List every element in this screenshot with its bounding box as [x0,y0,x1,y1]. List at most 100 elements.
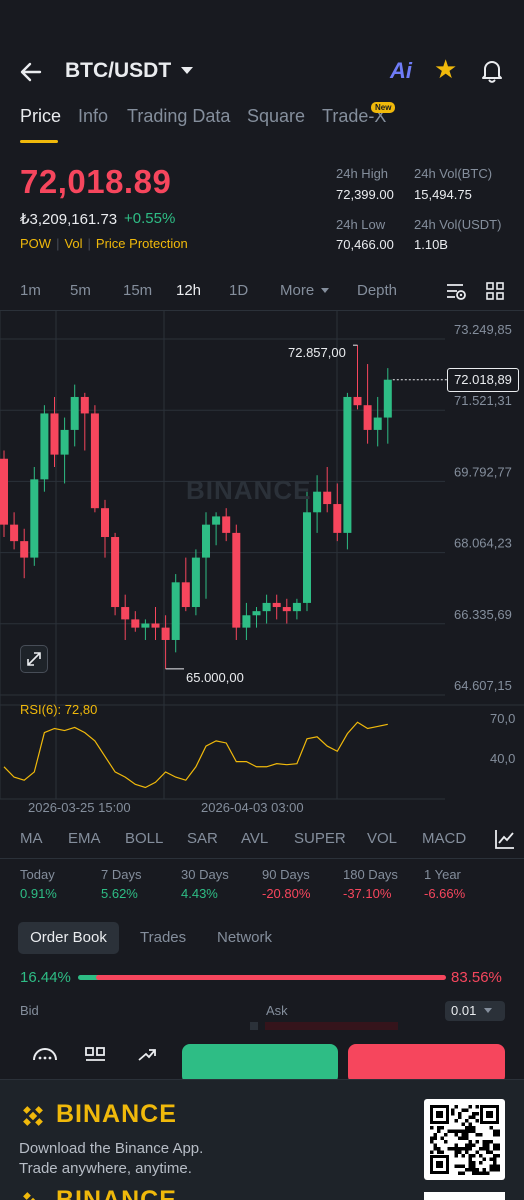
pair-title[interactable]: BTC/USDT [65,59,172,82]
qr-module [454,1164,458,1168]
indicator-macd[interactable]: MACD [422,830,467,847]
qr-module [465,1150,469,1154]
tag-pow[interactable]: POW [20,236,52,251]
qr-module [430,1136,434,1140]
indicator-ma[interactable]: MA [20,830,43,847]
interval-more[interactable]: More [280,282,315,299]
tag-price-protection[interactable]: Price Protection [95,236,188,251]
qr-module [482,1168,486,1172]
indicator-super[interactable]: SUPER [294,830,346,847]
qr-module [496,1147,500,1151]
share-arrow-icon[interactable] [137,1046,157,1062]
tab-square[interactable]: Square [247,106,306,126]
precision-caret-icon[interactable] [484,1008,492,1013]
qr-module [454,1133,458,1137]
candle-body [292,602,301,612]
qr-module [454,1147,458,1151]
ai-assistant-icon[interactable]: Ai [390,58,412,83]
tab-network[interactable]: Network [217,929,273,946]
tag-vol[interactable]: Vol [64,236,83,251]
qr-module [461,1154,465,1158]
indicator-boll[interactable]: BOLL [125,830,164,847]
grid-strategy-icon[interactable] [85,1046,107,1062]
fullscreen-expand-icon[interactable] [20,645,48,673]
qr-module [465,1168,469,1172]
qr-module [489,1126,493,1130]
qr-module [440,1136,444,1140]
qr-module [433,1136,437,1140]
qr-module [451,1129,455,1133]
promo-text-line1: Download the Binance App. [19,1140,204,1157]
rsi-tick-label: 40,0 [490,751,515,766]
interval-15m[interactable]: 15m [123,282,153,299]
qr-module [465,1147,469,1151]
interval-12h[interactable]: 12h [176,282,202,299]
tab-trading-data[interactable]: Trading Data [127,106,231,126]
qr-module [489,1164,493,1168]
chart-settings-icon[interactable] [446,282,468,302]
notification-bell-icon[interactable] [480,58,504,84]
qr-module [465,1129,469,1133]
more-options-icon[interactable] [32,1046,58,1062]
candle-body [90,413,99,509]
candle-body [101,508,109,538]
qr-module [461,1122,465,1126]
back-arrow-icon[interactable] [18,60,44,84]
indicator-settings-icon[interactable] [494,828,516,850]
qr-module [451,1112,455,1116]
favorite-star-icon[interactable]: ★ [434,54,458,84]
qr-code[interactable] [424,1099,505,1180]
token-tags: POW | Vol | Price Protection [20,236,188,251]
qr-module [496,1143,500,1147]
divider [0,310,524,311]
indicator-avl[interactable]: AVL [241,830,269,847]
candle-body [373,417,382,430]
qr-module [458,1112,462,1116]
qr-module [475,1168,479,1172]
tab-order-book[interactable]: Order Book [18,922,119,954]
more-caret-icon[interactable] [321,288,329,293]
tab-trades[interactable]: Trades [140,929,187,946]
qr-module [465,1119,469,1123]
indicator-vol[interactable]: VOL [367,830,398,847]
perf-value: -20.80% [262,886,311,901]
qr-module [465,1126,469,1130]
interval-depth[interactable]: Depth [357,282,398,299]
indicator-ema[interactable]: EMA [68,830,101,847]
price-chart[interactable]: 73.249,85 71.521,31 69.792,77 68.064,23 66.3… [0,311,524,821]
sell-button[interactable] [348,1044,505,1084]
precision-select[interactable]: 0.01 [445,1001,505,1021]
buy-button[interactable] [182,1044,338,1084]
tab-trade-x[interactable]: Trade-X [322,106,387,126]
interval-5m[interactable]: 5m [70,282,91,299]
active-tab-indicator [20,140,58,143]
qr-module [458,1164,462,1168]
tab-price[interactable]: Price [20,106,62,126]
qr-module [447,1147,451,1151]
indicator-sar[interactable]: SAR [187,830,218,847]
binance-logo-icon [23,1106,43,1126]
qr-module [437,1126,441,1130]
high-value: 72,399.00 [336,187,394,202]
tab-info[interactable]: Info [78,106,109,126]
candle-body [50,413,59,455]
vol-usdt-value: 1.10B [414,237,448,252]
qr-module [493,1147,497,1151]
candle-body [363,405,372,430]
pair-dropdown-caret-icon[interactable] [181,67,193,74]
candle-body [262,602,271,612]
qr-module [479,1154,483,1158]
interval-1m[interactable]: 1m [20,282,41,299]
y-tick-label: 64.607,15 [454,678,512,693]
qr-module [496,1133,500,1137]
qr-finder [436,1111,443,1118]
qr-module [465,1143,469,1147]
qr-module [472,1164,476,1168]
interval-1d[interactable]: 1D [229,282,249,299]
qr-module [430,1140,434,1144]
qr-module [451,1147,455,1151]
perf-label: 30 Days [181,867,229,882]
qr-module [461,1108,465,1112]
layout-grid-icon[interactable] [486,282,504,300]
candle-body [222,516,231,533]
